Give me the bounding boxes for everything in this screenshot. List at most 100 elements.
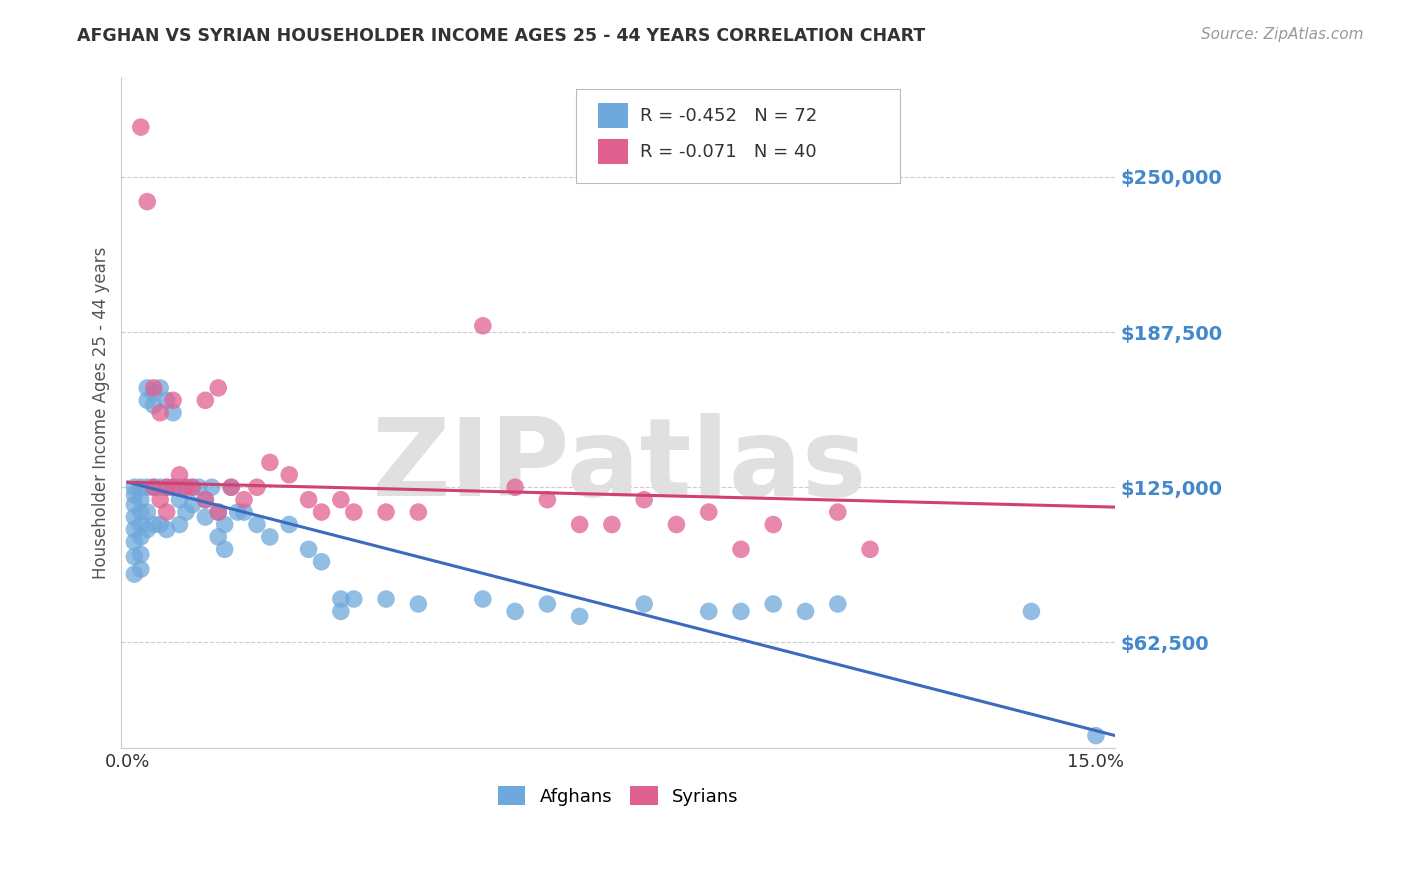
Point [297, 492, 319, 507]
Point [124, 480, 146, 494]
Point [471, 592, 494, 607]
Point [219, 480, 242, 494]
Point [129, 120, 152, 135]
Point [156, 480, 179, 494]
Point [124, 523, 146, 537]
Point [181, 498, 204, 512]
Point [124, 498, 146, 512]
Point [201, 480, 224, 494]
Point [149, 381, 172, 395]
Point [169, 480, 191, 494]
Point [697, 505, 720, 519]
Y-axis label: Householder Income Ages 25 - 44 years: Householder Income Ages 25 - 44 years [93, 246, 110, 579]
Point [129, 492, 152, 507]
Point [162, 480, 184, 494]
Point [214, 542, 236, 557]
Point [207, 530, 229, 544]
Point [827, 505, 849, 519]
Point [162, 406, 184, 420]
Point [136, 393, 159, 408]
Point [827, 597, 849, 611]
Point [181, 480, 204, 494]
Text: AFGHAN VS SYRIAN HOUSEHOLDER INCOME AGES 25 - 44 YEARS CORRELATION CHART: AFGHAN VS SYRIAN HOUSEHOLDER INCOME AGES… [77, 27, 925, 45]
Text: R = -0.071   N = 40: R = -0.071 N = 40 [640, 143, 817, 161]
Point [142, 480, 165, 494]
Point [471, 318, 494, 333]
Point [142, 385, 165, 400]
Point [129, 562, 152, 576]
Text: Source: ZipAtlas.com: Source: ZipAtlas.com [1201, 27, 1364, 42]
Point [259, 530, 281, 544]
Point [129, 530, 152, 544]
Point [136, 505, 159, 519]
Point [174, 505, 197, 519]
Point [233, 492, 256, 507]
Point [568, 517, 591, 532]
Point [329, 604, 352, 618]
Point [142, 517, 165, 532]
Point [169, 467, 191, 482]
Point [156, 523, 179, 537]
Point [136, 480, 159, 494]
Point [568, 609, 591, 624]
Point [136, 523, 159, 537]
Point [162, 393, 184, 408]
Point [124, 567, 146, 582]
Point [375, 592, 398, 607]
Point [311, 555, 333, 569]
Point [124, 510, 146, 524]
Text: R = -0.452   N = 72: R = -0.452 N = 72 [640, 107, 817, 125]
Point [859, 542, 882, 557]
Point [162, 480, 184, 494]
Point [129, 480, 152, 494]
Point [194, 492, 217, 507]
Legend: Afghans, Syrians: Afghans, Syrians [491, 779, 745, 813]
Point [536, 597, 558, 611]
Point [259, 455, 281, 469]
Point [169, 517, 191, 532]
Point [503, 480, 526, 494]
Point [169, 492, 191, 507]
Point [124, 534, 146, 549]
Point [1084, 729, 1107, 743]
Point [503, 604, 526, 618]
Point [246, 517, 269, 532]
Point [600, 517, 623, 532]
Point [129, 547, 152, 561]
Point [194, 492, 217, 507]
Point [762, 597, 785, 611]
Point [207, 505, 229, 519]
Point [142, 381, 165, 395]
Point [136, 194, 159, 209]
Point [136, 381, 159, 395]
Text: ZIPatlas: ZIPatlas [371, 413, 866, 519]
Point [174, 480, 197, 494]
Point [156, 505, 179, 519]
Point [278, 467, 301, 482]
Point [408, 597, 430, 611]
Point [762, 517, 785, 532]
Point [207, 381, 229, 395]
Point [156, 480, 179, 494]
Point [697, 604, 720, 618]
Point [187, 480, 209, 494]
Point [156, 393, 179, 408]
Point [665, 517, 688, 532]
Point [329, 492, 352, 507]
Point [174, 480, 197, 494]
Point [194, 393, 217, 408]
Point [194, 510, 217, 524]
Point [233, 505, 256, 519]
Point [375, 505, 398, 519]
Point [794, 604, 817, 618]
Point [181, 480, 204, 494]
Point [278, 517, 301, 532]
Point [246, 480, 269, 494]
Point [329, 592, 352, 607]
Point [149, 492, 172, 507]
Point [343, 592, 366, 607]
Point [633, 597, 655, 611]
Point [536, 492, 558, 507]
Point [408, 505, 430, 519]
Point [142, 480, 165, 494]
